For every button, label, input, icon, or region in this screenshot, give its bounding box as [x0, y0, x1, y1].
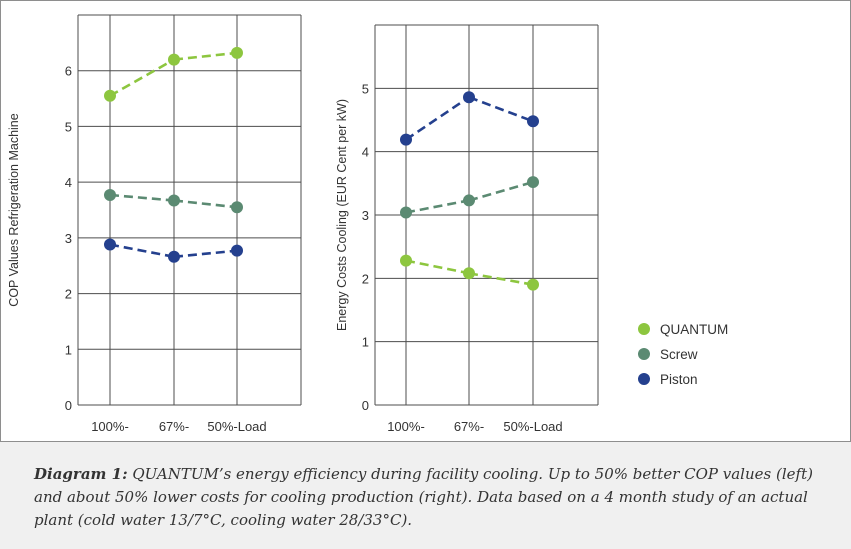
chart-1-x-tick-label: 100%-	[91, 419, 129, 434]
chart-1-screw-point-b	[168, 194, 180, 207]
chart-1-y-axis-title: COP Values Refrigeration Machine	[7, 113, 21, 306]
legend-screw-label: Screw	[660, 347, 698, 362]
chart-1-quantum-segment	[109, 58, 175, 97]
chart-1-quantum-point-a	[104, 89, 116, 102]
chart-1-quantum-segment	[173, 51, 238, 61]
legend-quantum-marker	[638, 323, 650, 335]
chart-2-piston-point-b	[463, 91, 475, 104]
chart-1-x-tick-label: 50%-Load	[207, 419, 266, 434]
legend-screw-marker	[638, 348, 650, 360]
legend-piston-label: Piston	[660, 372, 698, 387]
chart-1-y-tick-label: 4	[65, 175, 72, 190]
chart-2-quantum-segment	[468, 271, 534, 286]
chart-1-quantum-point-c	[231, 46, 243, 59]
chart-1-piston-segment	[173, 249, 238, 259]
figure-caption: Diagram 1: QUANTUM’s energy efficiency d…	[0, 441, 851, 549]
chart-2-x-tick-label: 100%-	[387, 419, 425, 434]
chart-2-quantum-point-a	[400, 254, 412, 267]
chart-2-screw-point-b	[463, 194, 475, 207]
chart-2-piston-point-c	[527, 115, 539, 128]
chart-2-screw-segment	[405, 199, 470, 214]
chart-2-piston-segment	[468, 95, 534, 123]
chart-1-screw-point-a	[104, 188, 116, 201]
chart-1-y-tick-label: 3	[65, 231, 72, 246]
chart-2-piston-segment	[405, 96, 470, 141]
chart-2-y-tick-label: 1	[362, 335, 369, 350]
chart-1-y-tick-label: 1	[65, 342, 72, 357]
legend-piston-marker	[638, 373, 650, 385]
chart-1-piston-segment	[109, 243, 175, 259]
chart-2-x-tick-label: 50%-Load	[503, 419, 562, 434]
chart-2-piston-point-a	[400, 133, 412, 146]
chart-2-quantum-point-b	[463, 267, 475, 280]
chart-2-screw-point-a	[400, 206, 412, 219]
caption-label: Diagram 1:	[34, 465, 128, 483]
chart-2-y-tick-label: 2	[362, 271, 369, 286]
chart-2-screw-point-c	[527, 176, 539, 189]
chart-1-y-tick-label: 2	[65, 287, 72, 302]
chart-1-screw-point-c	[231, 201, 243, 214]
caption-text: QUANTUM’s energy efficiency during facil…	[34, 465, 813, 529]
chart-2-screw-segment	[468, 180, 534, 202]
chart-2-quantum-point-c	[527, 278, 539, 291]
chart-2-y-tick-label: 4	[362, 145, 369, 160]
chart-1-y-tick-label: 0	[65, 398, 72, 413]
chart-1-quantum-point-b	[168, 53, 180, 66]
chart-2-x-tick-label: 67%-	[454, 419, 484, 434]
chart-1-x-tick-label: 67%-	[159, 419, 189, 434]
chart-1-piston-point-a	[104, 238, 116, 251]
chart-1-y-tick-label: 6	[65, 64, 72, 79]
chart-1-screw-segment	[109, 193, 175, 202]
chart-1-piston-point-c	[231, 244, 243, 257]
chart-2-y-tick-label: 0	[362, 398, 369, 413]
chart-1-y-tick-label: 5	[65, 119, 72, 134]
chart-1-piston-point-b	[168, 250, 180, 263]
chart-2-y-axis-title: Energy Costs Cooling (EUR Cent per kW)	[335, 99, 349, 331]
chart-2-quantum-segment	[405, 259, 470, 275]
chart-2-y-tick-label: 5	[362, 81, 369, 96]
chart-2-y-tick-label: 3	[362, 208, 369, 223]
charts-canvas: 0 1 2 3 4 5 6 100%- 67%- 50%-Load COP Values Refri…	[7, 14, 728, 434]
legend-quantum-label: QUANTUM	[660, 322, 728, 337]
chart-1-screw-segment	[173, 199, 238, 209]
